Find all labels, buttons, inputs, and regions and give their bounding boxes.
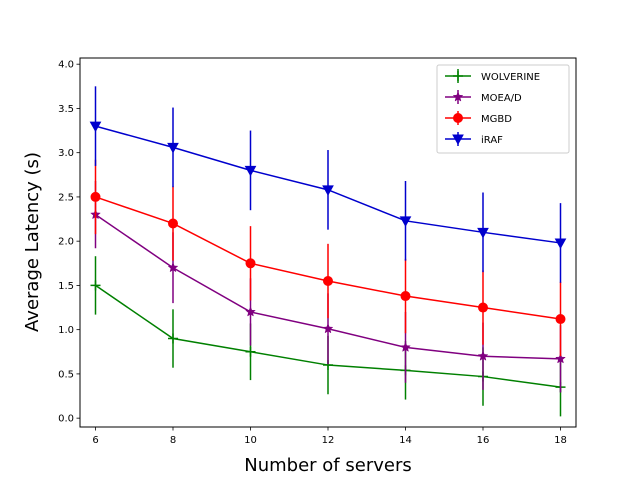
x-tick-label: 16 (477, 435, 490, 446)
data-point (89, 121, 102, 133)
legend-box (436, 64, 570, 154)
x-tick-label: 14 (399, 435, 412, 446)
data-point (322, 185, 334, 196)
data-point (245, 346, 256, 357)
y-tick-label: 0.5 (58, 369, 74, 380)
data-point (90, 280, 101, 291)
y-axis-title: Average Latency (s) (22, 152, 43, 332)
legend-marker (452, 134, 464, 146)
y-tick-label: 3.0 (58, 148, 74, 159)
data-point (167, 262, 179, 273)
y-tick-label: 0.0 (58, 414, 74, 425)
data-point (245, 258, 256, 269)
data-point (477, 350, 489, 361)
legend-label: MOEA/D (481, 93, 522, 104)
legend-label: MGBD (481, 114, 512, 125)
data-point (168, 218, 178, 229)
x-tick-label: 8 (170, 435, 176, 446)
y-tick-label: 1.0 (58, 325, 74, 336)
legend-item-0: WOLVERINE (445, 69, 540, 83)
x-tick-label: 12 (322, 435, 335, 446)
axes-layer: 6 8 10 12 14 16 18 0.0 0.5 1.0 1.5 2.0 2.5 3.0 3.5 4.0 (58, 60, 567, 446)
data-point (245, 306, 256, 317)
y-tick-label: 3.5 (58, 104, 74, 115)
data-point (477, 227, 489, 239)
data-point (400, 291, 411, 302)
data-point (322, 323, 334, 334)
data-point (244, 165, 257, 177)
legend-item-3: iRAF (445, 132, 503, 146)
series-layer (89, 86, 567, 417)
x-tick-label: 6 (92, 435, 98, 446)
data-point (478, 302, 488, 313)
data-point (90, 191, 101, 202)
x-tick-label: 18 (554, 435, 567, 446)
data-point (400, 341, 411, 352)
data-point (399, 216, 412, 227)
x-tick-label: 10 (244, 435, 257, 446)
data-point (168, 333, 178, 344)
legend-item-1: MOEA/D (445, 90, 522, 104)
x-axis-title: Number of servers (244, 455, 411, 476)
y-tick-label: 2.0 (58, 237, 74, 248)
legend-marker (453, 71, 463, 81)
series-2 (90, 159, 566, 357)
data-point (323, 275, 333, 286)
legend-label: WOLVERINE (481, 72, 540, 83)
data-point (555, 314, 566, 325)
data-point (555, 353, 566, 364)
legend: WOLVERINE MOEA/D MGBD iRAF (436, 64, 570, 154)
data-point (554, 238, 567, 249)
legend-marker (452, 91, 464, 102)
legend-item-2: MGBD (445, 111, 512, 125)
y-tick-label: 2.5 (58, 192, 74, 203)
series-3 (89, 86, 567, 283)
y-tick-label: 4.0 (58, 60, 74, 71)
legend-label: iRAF (481, 135, 503, 146)
data-point (167, 142, 179, 154)
y-tick-label: 1.5 (58, 281, 74, 292)
legend-marker (453, 113, 463, 123)
